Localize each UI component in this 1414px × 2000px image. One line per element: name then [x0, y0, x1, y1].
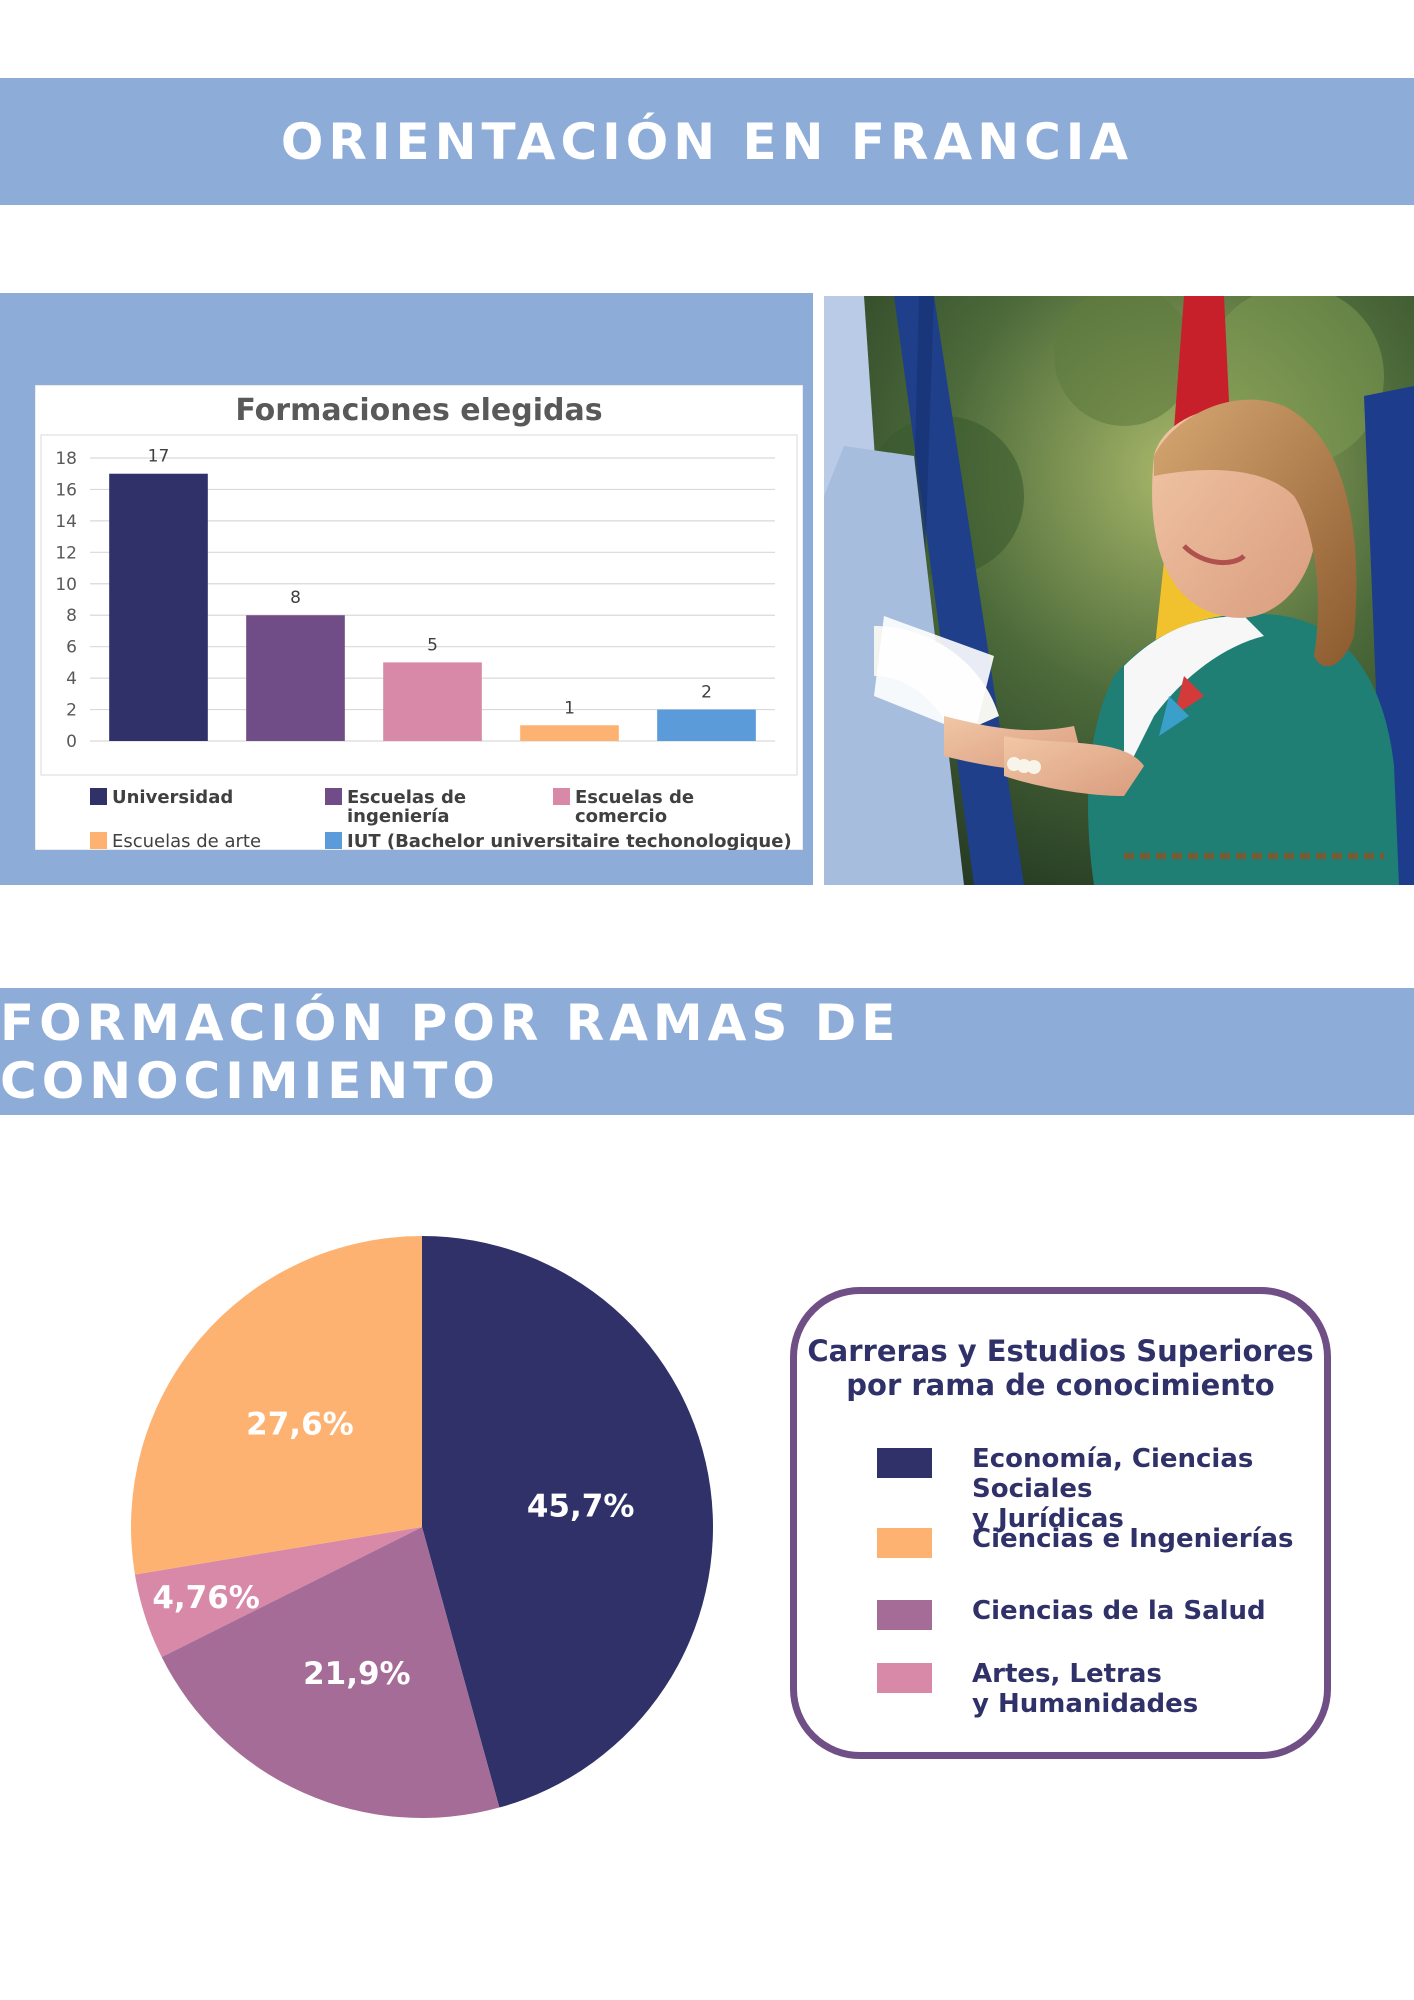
bar [109, 473, 208, 741]
y-tick-label: 14 [55, 512, 77, 532]
y-tick-label: 6 [66, 638, 77, 658]
legend-item-artes: Artes, Letras y Humanidades [877, 1659, 1332, 1719]
section-title: FORMACIÓN POR RAMAS DE CONOCIMIENTO [0, 993, 901, 1110]
y-tick-label: 0 [66, 732, 77, 752]
y-tick-label: 8 [66, 606, 77, 626]
bar-legend-label: comercio [575, 806, 667, 827]
legend-item-economia: Economía, Ciencias Sociales y Jurídicas [877, 1444, 1332, 1534]
bar [383, 662, 482, 741]
legend-label: Artes, Letras y Humanidades [972, 1659, 1332, 1719]
legend-label: Ciencias e Ingenierías [972, 1524, 1332, 1554]
bar-legend-label: ingeniería [347, 806, 449, 827]
legend-label-line: y Humanidades [972, 1689, 1199, 1719]
legend-title: Carreras y Estudios Superiores por rama … [797, 1334, 1324, 1402]
legend-label-line: Ciencias e Ingenierías [972, 1524, 1294, 1554]
bar-legend-label: Escuelas de [347, 787, 466, 808]
pie-slice-label: 27,6% [246, 1406, 354, 1442]
bar-data-label: 5 [427, 635, 438, 655]
pie-slice [134, 1527, 423, 1658]
bar [520, 725, 619, 741]
bar-legend-swatch [325, 832, 342, 849]
bar-chart-title: Formaciones elegidas [235, 393, 602, 428]
pie-legend-box: Carreras y Estudios Superiores por rama … [790, 1287, 1331, 1759]
legend-label-line: Ciencias de la Salud [972, 1596, 1266, 1626]
plot-frame [40, 434, 798, 776]
pie-slice-label: 21,9% [303, 1656, 411, 1692]
bar-data-label: 1 [564, 698, 575, 718]
pie-slice [131, 1236, 422, 1575]
legend-swatch [877, 1600, 932, 1630]
legend-swatch [877, 1448, 932, 1478]
y-tick-label: 12 [55, 543, 77, 563]
legend-label-line: y Jurídicas [972, 1504, 1124, 1534]
legend-swatch [877, 1663, 932, 1693]
bar-legend-swatch [90, 788, 107, 805]
photo-graduate-receiving-diploma [824, 296, 1414, 885]
legend-label: Economía, Ciencias Sociales y Jurídicas [972, 1444, 1332, 1534]
page-title: ORIENTACIÓN EN FRANCIA [280, 112, 1134, 171]
legend-title-line: Carreras y Estudios Superiores [807, 1334, 1314, 1368]
bar-legend-swatch [553, 788, 570, 805]
pie-slice [422, 1236, 714, 1808]
legend-label: Ciencias de la Salud [972, 1596, 1332, 1626]
bar-data-label: 17 [148, 447, 170, 467]
pie-slice-label: 45,7% [527, 1489, 635, 1525]
legend-label-line: Artes, Letras [972, 1659, 1162, 1689]
pie-slice-label: 4,76% [152, 1580, 260, 1616]
y-tick-label: 16 [55, 480, 77, 500]
legend-title-line: por rama de conocimiento [846, 1368, 1275, 1402]
pie-chart: 45,7% 21,9% 4,76% 27,6% [131, 1236, 714, 1818]
pie-slice [161, 1527, 500, 1818]
y-tick-label: 2 [66, 701, 77, 721]
bar-legend-label: IUT (Bachelor universitaire techonologiq… [347, 831, 792, 850]
y-tick-label: 18 [55, 449, 77, 469]
bar-legend-swatch [90, 832, 107, 849]
header-banner: ORIENTACIÓN EN FRANCIA [0, 78, 1414, 205]
y-tick-label: 4 [66, 669, 77, 689]
legend-item-ciencias-ingenierias: Ciencias e Ingenierías [877, 1524, 1332, 1558]
legend-swatch [877, 1528, 932, 1558]
bar-legend-label: Escuelas de arte [112, 831, 261, 850]
bar-legend-swatch [325, 788, 342, 805]
legend-item-ciencias-salud: Ciencias de la Salud [877, 1596, 1332, 1630]
legend-label-line: Economía, Ciencias Sociales [972, 1444, 1254, 1504]
bar-data-label: 2 [701, 683, 712, 703]
bar [657, 709, 756, 741]
bar-data-label: 8 [290, 588, 301, 608]
y-tick-label: 10 [55, 575, 77, 595]
section-banner: FORMACIÓN POR RAMAS DE CONOCIMIENTO [0, 988, 1414, 1115]
bar-legend-label: Universidad [112, 787, 233, 808]
chart-panel: Formaciones elegidas 0 2 4 6 8 10 12 14 16 18 17 8 5 1… [0, 293, 813, 885]
bar [246, 615, 345, 741]
bar-legend-label: Escuelas de [575, 787, 694, 808]
